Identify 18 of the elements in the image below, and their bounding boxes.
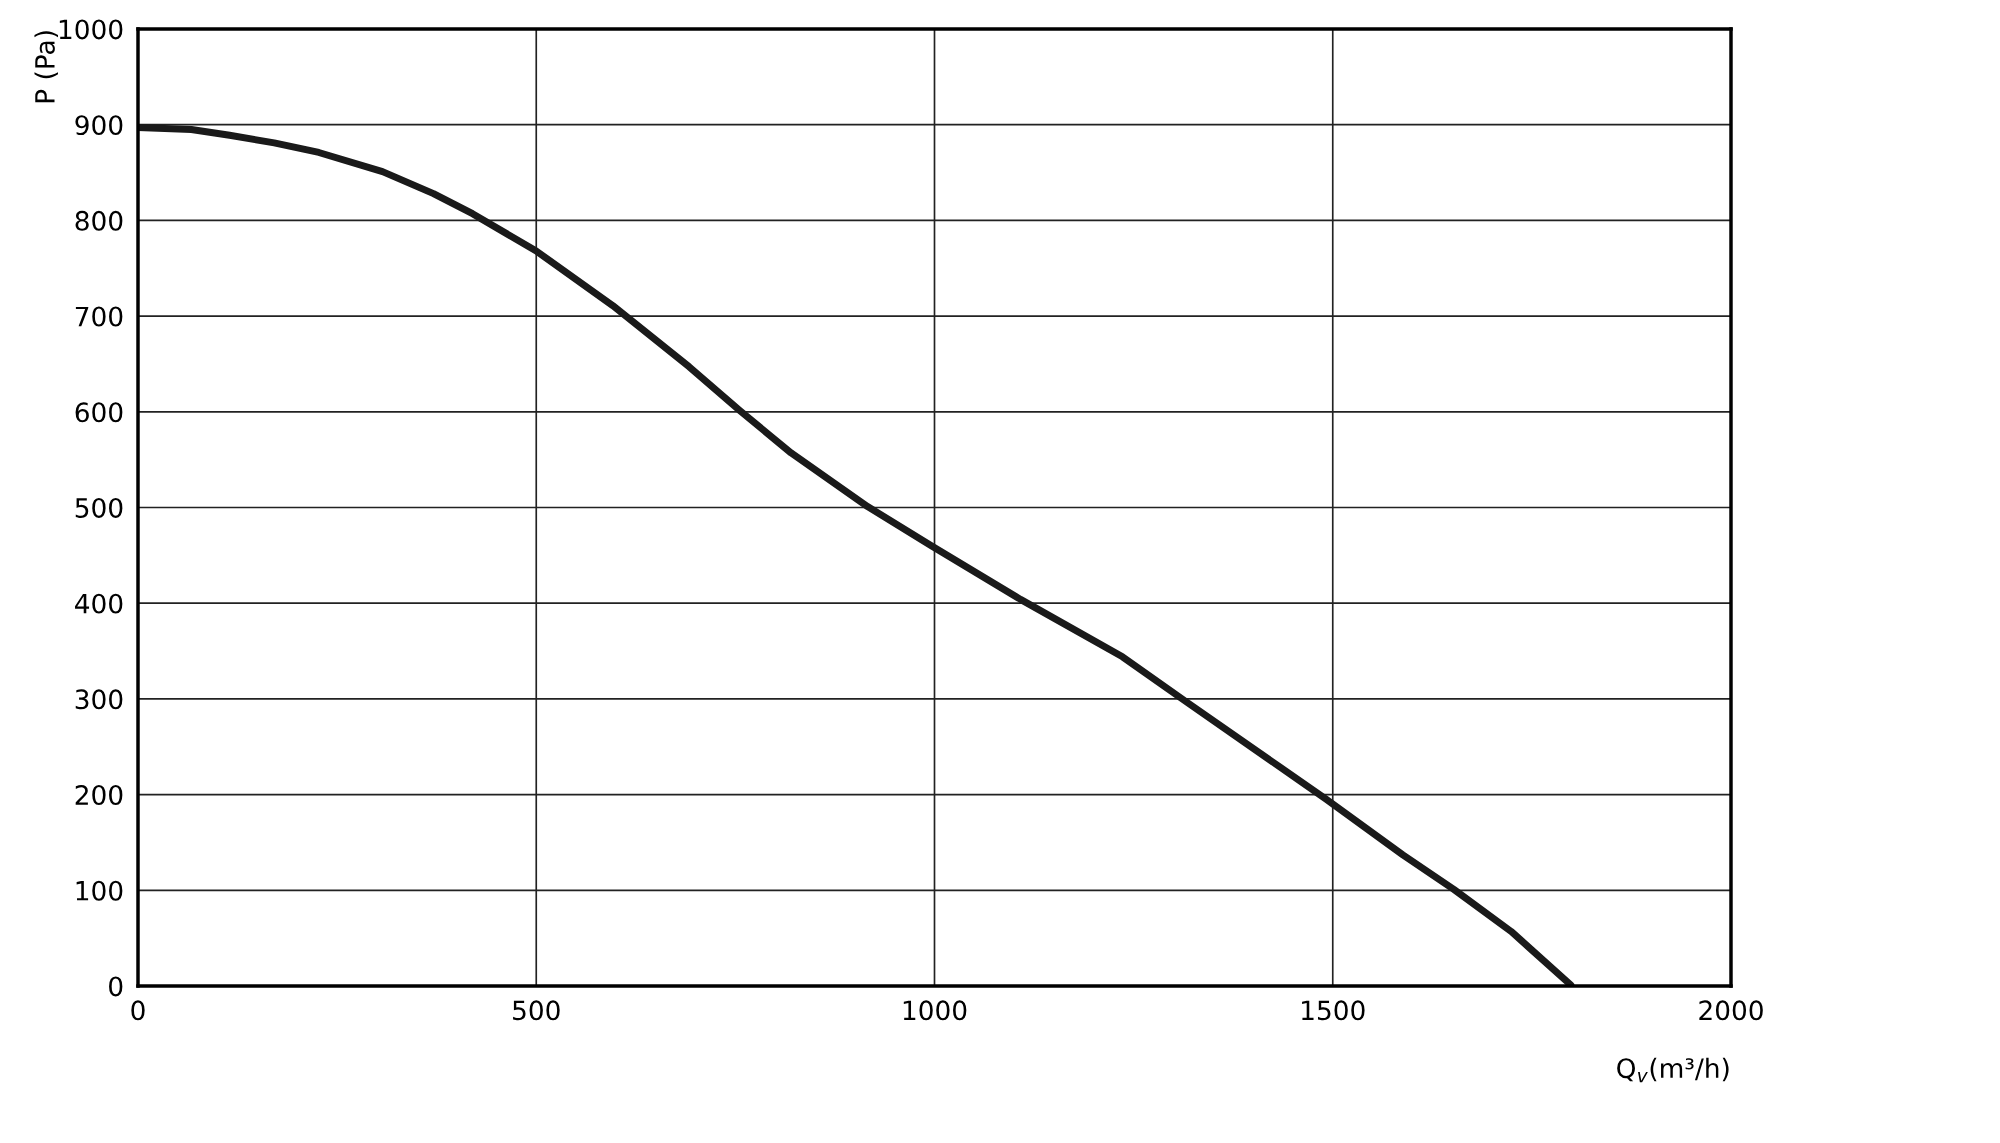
y-tick-label: 1000 <box>59 19 123 40</box>
y-tick-label: 0 <box>109 976 123 997</box>
y-tick-label: 100 <box>76 880 123 901</box>
x-tick-label: 500 <box>513 1000 560 1021</box>
x-tick-label: 2000 <box>1699 1000 1763 1021</box>
y-tick-label: 400 <box>75 593 123 614</box>
y-tick-label: 900 <box>75 115 123 136</box>
y-tick-label: 600 <box>75 402 123 423</box>
x-tick-label: 1500 <box>1302 1000 1365 1021</box>
x-axis-title: Q$_{v}$(m³/h) <box>1617 1057 1729 1083</box>
y-axis-title: P (Pa) <box>34 31 58 103</box>
x-tick-label: 0 <box>131 1000 145 1021</box>
y-tick-label: 300 <box>75 689 123 710</box>
y-tick-label: 500 <box>75 497 123 518</box>
y-tick-label: 800 <box>75 210 123 231</box>
x-tick-label: 1000 <box>903 1000 967 1021</box>
y-tick-label: 200 <box>75 785 123 805</box>
y-tick-label: 700 <box>75 306 123 327</box>
